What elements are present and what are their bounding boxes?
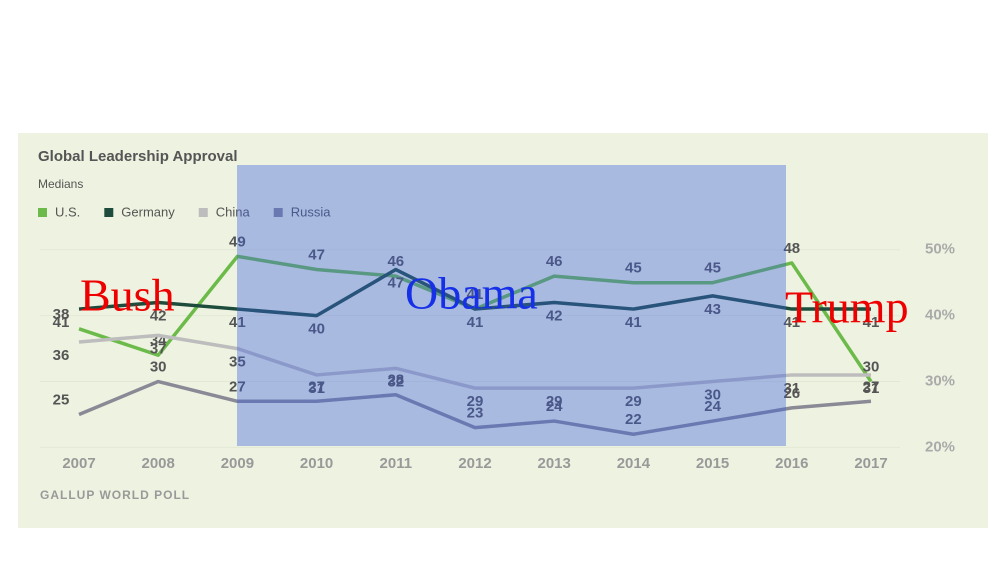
data-label: 41 [625, 314, 642, 331]
y-tick-label: 40% [925, 307, 955, 324]
data-label: 47 [387, 274, 404, 291]
data-label: 43 [704, 301, 721, 318]
data-label: 42 [150, 307, 167, 324]
data-label: 40 [308, 321, 325, 338]
legend-label: China [216, 204, 251, 219]
data-label: 27 [229, 378, 246, 395]
x-tick-label: 2017 [854, 455, 887, 472]
data-label: 48 [783, 240, 800, 257]
x-tick-label: 2012 [458, 455, 491, 472]
data-label: 37 [150, 340, 167, 357]
x-tick-label: 2016 [775, 455, 808, 472]
y-tick-label: 50% [925, 241, 955, 258]
data-label: 41 [783, 314, 800, 331]
data-label: 25 [53, 391, 70, 408]
data-label: 46 [546, 253, 563, 270]
data-label: 30 [863, 358, 880, 375]
data-label: 35 [229, 354, 246, 371]
data-label: 22 [625, 411, 642, 428]
data-label: 31 [863, 380, 880, 397]
series-line [78, 379, 872, 436]
data-label: 41 [467, 286, 484, 303]
x-tick-label: 2010 [300, 455, 333, 472]
data-label: 27 [308, 378, 325, 395]
x-tick-label: 2009 [221, 455, 254, 472]
data-label: 29 [625, 393, 642, 410]
data-label: 36 [53, 347, 70, 364]
series-line [78, 267, 871, 318]
legend-label: U.S. [55, 204, 80, 219]
data-label: 45 [625, 260, 642, 277]
data-label: 47 [308, 246, 325, 263]
source: GALLUP WORLD POLL [40, 488, 190, 502]
data-label: 49 [229, 233, 246, 250]
data-label: 30 [704, 386, 721, 403]
data-label: 29 [467, 393, 484, 410]
data-label: 41 [229, 314, 246, 331]
data-label: 32 [387, 373, 404, 390]
y-tick-label: 30% [925, 372, 955, 389]
x-tick-label: 2014 [617, 455, 651, 472]
data-label: 38 [53, 306, 70, 323]
data-label: 28 [387, 372, 404, 389]
data-label: 23 [467, 405, 484, 422]
data-label: 24 [704, 398, 721, 415]
annotation: Trump [785, 282, 909, 333]
legend-swatch [273, 208, 283, 217]
data-label: 26 [783, 385, 800, 402]
x-tick-label: 2011 [380, 455, 413, 472]
legend-swatch [104, 208, 114, 217]
data-label: 30 [150, 358, 167, 375]
chart-title: Global Leadership Approval [38, 148, 237, 165]
legend-swatch [198, 208, 208, 217]
chart-subtitle: Medians [38, 177, 83, 191]
legend-swatch [38, 208, 47, 217]
annotation: Obama [405, 268, 538, 319]
data-label: 41 [863, 314, 880, 331]
x-tick-label: 2007 [62, 455, 95, 472]
data-label: 46 [387, 253, 404, 270]
legend-label: Germany [121, 204, 175, 219]
data-label: 31 [308, 380, 325, 397]
data-label: 41 [53, 314, 70, 331]
x-tick-label: 2015 [696, 455, 729, 472]
legend-label: Russia [291, 204, 332, 219]
data-label: 41 [467, 314, 484, 331]
x-tick-label: 2013 [538, 455, 571, 472]
y-tick-label: 20% [925, 438, 955, 455]
data-label: 45 [704, 260, 721, 277]
annotation: Bush [80, 270, 175, 321]
x-tick-label: 2008 [142, 455, 175, 472]
data-label: 29 [546, 393, 563, 410]
data-label: 27 [863, 378, 880, 395]
era-highlight [237, 165, 786, 446]
data-label: 24 [546, 398, 563, 415]
data-label: 31 [783, 380, 800, 397]
data-label: 42 [546, 307, 563, 324]
series-line [78, 333, 871, 390]
